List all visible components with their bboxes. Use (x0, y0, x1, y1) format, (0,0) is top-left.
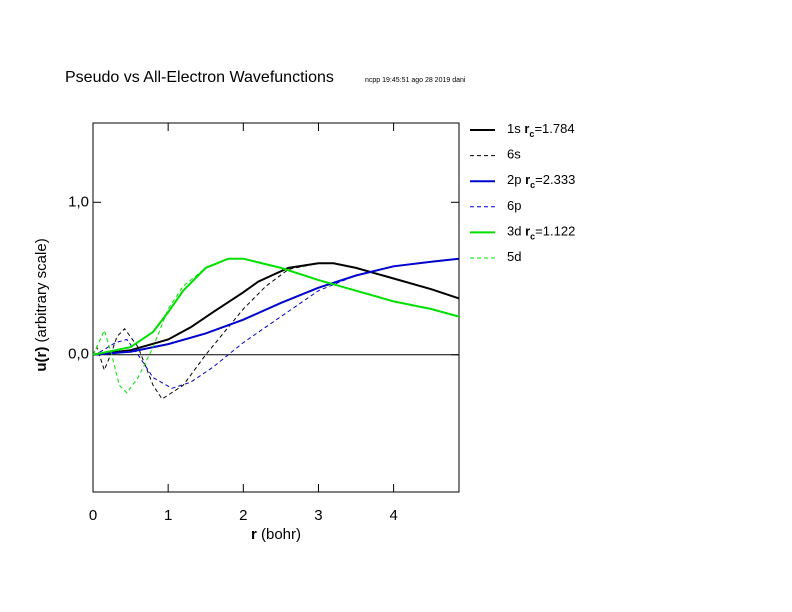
series-line (92, 262, 460, 400)
legend-name: 1s (507, 121, 521, 136)
chart-subtitle: ncpp 19:45:51 ago 28 2019 dani (365, 77, 466, 84)
legend-rc-value: =2.333 (535, 173, 575, 188)
legend-rc-symbol: r (524, 121, 529, 136)
legend-rc-subscript: c (530, 232, 535, 242)
plot-frame (92, 122, 460, 493)
legend-label: 5d (507, 249, 521, 264)
legend-rc-value: =1.122 (535, 224, 575, 239)
legend-rc-subscript: c (529, 129, 534, 139)
legend-name: 6p (507, 198, 521, 213)
legend-label: 1s rc=1.784 (507, 121, 575, 139)
x-axis-label: r (bohr) (251, 526, 301, 543)
y-tick-label: 1,0 (68, 193, 89, 210)
series-line (92, 258, 460, 394)
legend-label: 2p rc=2.333 (507, 173, 575, 191)
legend-name: 5d (507, 249, 521, 264)
y-tick-label: 0,0 (68, 346, 89, 363)
x-tick-label: 0 (89, 507, 97, 524)
x-label-unit: (bohr) (261, 526, 301, 543)
legend-name: 3d (507, 224, 521, 239)
chart-title: Pseudo vs All-Electron Wavefunctions (65, 69, 334, 86)
legend-name: 6s (507, 147, 521, 162)
legend-label: 6p (507, 198, 521, 213)
x-tick-label: 4 (389, 507, 397, 524)
series-line (92, 262, 460, 356)
legend-rc-symbol: r (525, 224, 530, 239)
legend-label: 3d rc=1.122 (507, 224, 575, 242)
x-label-symbol: r (251, 526, 257, 543)
legend-rc-value: =1.784 (534, 121, 574, 136)
y-label-symbol: u(r) (33, 347, 50, 372)
legend-label: 6s (507, 147, 521, 162)
x-tick-label: 2 (239, 507, 247, 524)
x-tick-label: 1 (164, 507, 172, 524)
y-axis-label: u(r) (arbitrary scale) (33, 238, 50, 371)
x-tick-label: 3 (314, 507, 322, 524)
y-label-unit: (arbitrary scale) (33, 238, 50, 342)
series-line (92, 258, 460, 389)
legend-rc-symbol: r (525, 173, 530, 188)
legend-rc-subscript: c (530, 181, 535, 191)
legend-name: 2p (507, 173, 521, 188)
